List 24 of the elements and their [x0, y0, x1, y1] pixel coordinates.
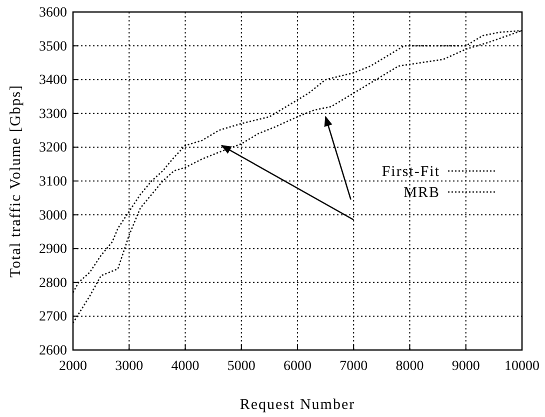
y-tick-label: 2900: [39, 242, 67, 258]
x-tick-label: 7000: [340, 358, 368, 374]
x-tick-label: 8000: [396, 358, 424, 374]
y-axis-title: Total traffic Volume [Gbps]: [8, 84, 24, 278]
y-tick-label: 3100: [39, 174, 67, 190]
x-tick-label: 9000: [452, 358, 480, 374]
x-tick-label: 10000: [504, 358, 540, 374]
y-tick-label: 3200: [39, 140, 67, 156]
y-tick-label: 2800: [39, 276, 67, 291]
legend-label: First-Fit: [382, 164, 440, 180]
y-tick-label: 3600: [39, 5, 67, 20]
y-tick-label: 3500: [39, 39, 67, 54]
x-tick-label: 5000: [227, 358, 256, 374]
x-tick-label: 3000: [115, 358, 144, 374]
y-tick-label: 2600: [39, 343, 67, 358]
y-tick-label: 3300: [39, 106, 67, 122]
x-tick-label: 6000: [284, 358, 312, 374]
legend-label: MRB: [404, 185, 440, 201]
y-tick-label: 3000: [39, 208, 67, 224]
x-axis-title: Request Number: [240, 397, 356, 413]
y-tick-label: 3400: [39, 73, 67, 88]
x-tick-label: 2000: [59, 358, 87, 374]
x-tick-label: 4000: [171, 358, 200, 374]
y-tick-label: 2700: [39, 310, 67, 325]
